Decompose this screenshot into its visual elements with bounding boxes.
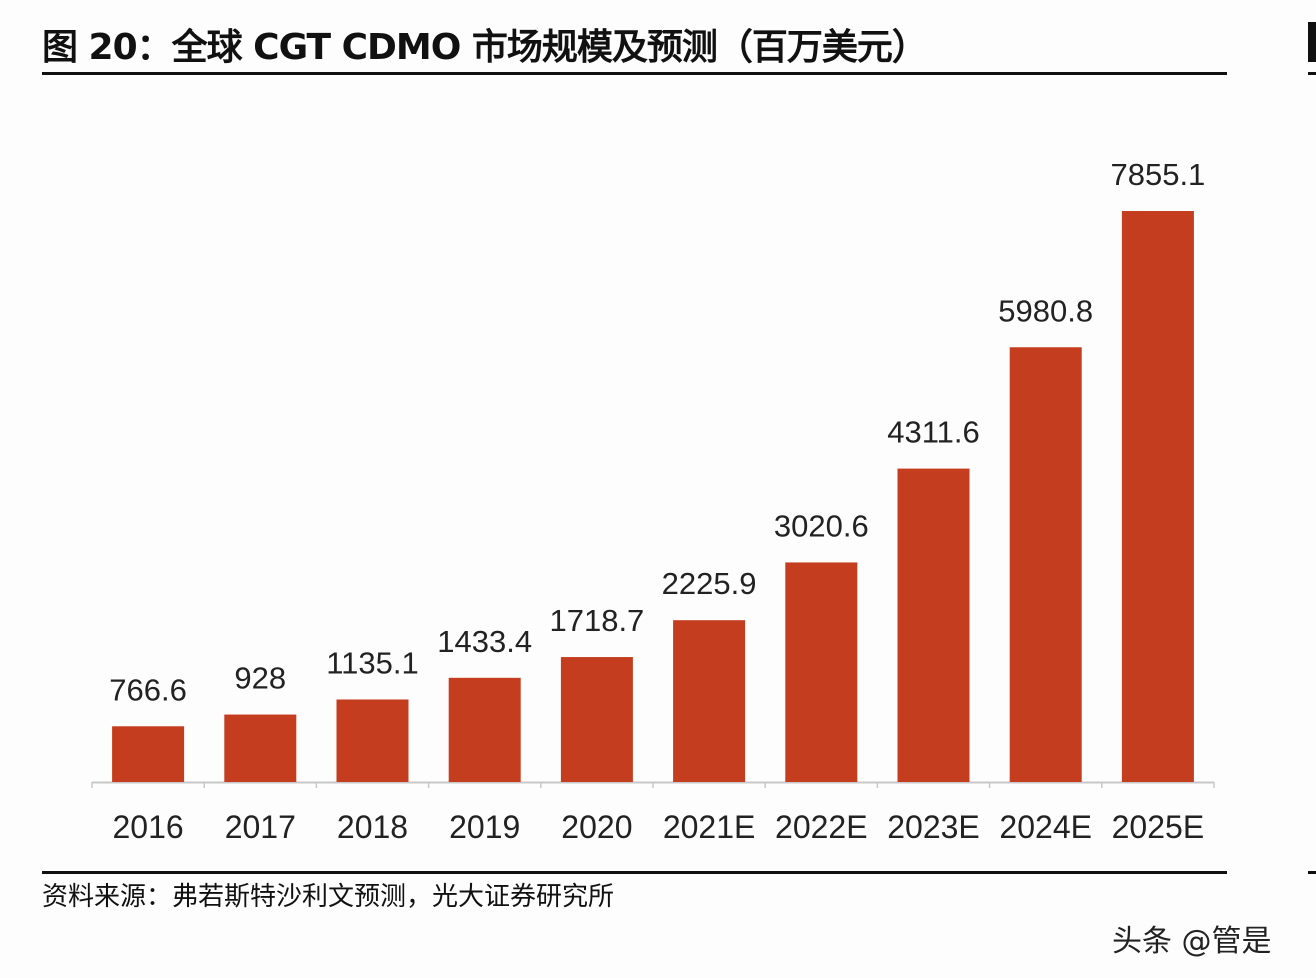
bar-2021E xyxy=(673,620,746,782)
source-note: 资料来源：弗若斯特沙利文预测，光大证券研究所 xyxy=(42,882,615,912)
category-label: 2016 xyxy=(113,809,184,845)
bar-2017 xyxy=(224,714,297,782)
title-divider xyxy=(42,72,1227,75)
value-label: 1433.4 xyxy=(437,624,532,659)
category-label: 2020 xyxy=(561,809,632,845)
category-label: 2023E xyxy=(887,809,980,845)
category-label: 2025E xyxy=(1112,809,1205,845)
value-label: 4311.6 xyxy=(887,415,980,450)
bar-2018 xyxy=(336,699,409,782)
category-label: 2017 xyxy=(225,809,296,845)
bar-2020 xyxy=(560,657,633,782)
adjacent-figure-edge xyxy=(1308,22,1316,62)
value-label: 1135.1 xyxy=(326,645,419,680)
bar-2016 xyxy=(112,726,185,782)
watermark: 头条 @管是 xyxy=(1112,924,1272,959)
bar-2025E xyxy=(1121,211,1194,782)
bar-2022E xyxy=(785,562,858,782)
category-label: 2024E xyxy=(999,809,1092,845)
value-label: 3020.6 xyxy=(774,508,869,543)
value-label: 928 xyxy=(234,661,286,696)
source-divider xyxy=(42,871,1227,874)
adjacent-rule-edge-bottom xyxy=(1308,871,1316,874)
value-label: 766.6 xyxy=(109,672,187,707)
bar-2019 xyxy=(448,677,521,782)
value-label: 5980.8 xyxy=(998,293,1093,328)
bar-2023E xyxy=(897,468,970,782)
value-label: 2225.9 xyxy=(662,566,757,601)
category-label: 2021E xyxy=(663,809,756,845)
category-label: 2019 xyxy=(449,809,520,845)
category-label: 2018 xyxy=(337,809,408,845)
chart-title: 图 20：全球 CGT CDMO 市场规模及预测（百万美元） xyxy=(42,27,928,68)
value-label: 7855.1 xyxy=(1110,157,1205,192)
adjacent-rule-edge xyxy=(1308,72,1316,75)
category-label: 2022E xyxy=(775,809,868,845)
value-label: 1718.7 xyxy=(549,603,644,638)
bar-2024E xyxy=(1009,347,1082,782)
